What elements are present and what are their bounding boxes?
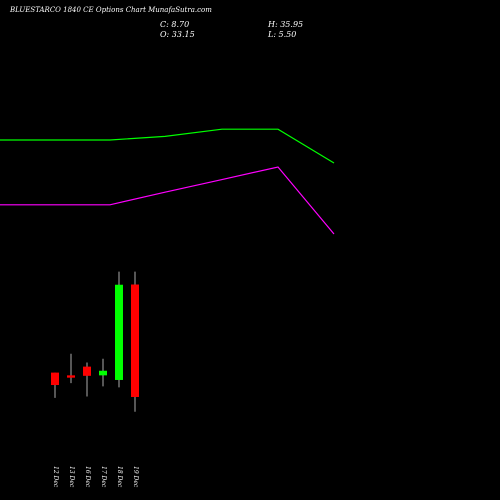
candle-body (83, 366, 91, 376)
x-tick-label: 13 Dec (68, 466, 75, 488)
high-readout: H: 35.95 (268, 20, 304, 29)
chart-title: BLUESTARCO 1840 CE Options Chart MunafaS… (10, 6, 212, 14)
x-tick-label: 18 Dec (116, 466, 123, 488)
candle-16-dec (83, 362, 91, 397)
open-readout: O: 33.15 (160, 30, 195, 39)
candle-17-dec (99, 358, 107, 387)
x-tick-label: 17 Dec (100, 466, 107, 488)
close-readout: C: 8.70 (160, 20, 190, 29)
candle-body (115, 284, 123, 380)
candle-body (99, 370, 107, 376)
low-readout: L: 5.50 (268, 30, 297, 39)
band-line-2 (0, 166, 335, 235)
x-tick-label: 12 Dec (52, 466, 59, 488)
candle-body (131, 284, 139, 397)
band-line-1 (0, 128, 335, 164)
candle-12-dec (51, 372, 59, 398)
candle-13-dec (67, 353, 75, 384)
candle-19-dec (131, 271, 139, 412)
candle-18-dec (115, 271, 123, 388)
candle-body (67, 375, 75, 378)
x-tick-label: 19 Dec (132, 466, 139, 488)
x-tick-label: 16 Dec (84, 466, 91, 488)
candle-body (51, 372, 59, 386)
